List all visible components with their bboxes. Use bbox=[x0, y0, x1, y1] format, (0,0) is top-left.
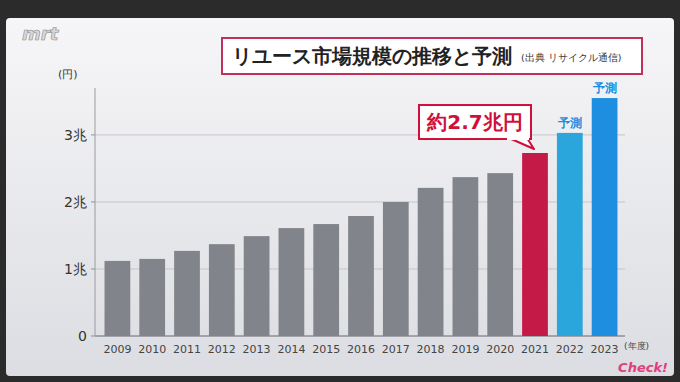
bar bbox=[383, 202, 409, 336]
logo: mrt bbox=[22, 23, 60, 44]
bar bbox=[313, 224, 339, 336]
bar bbox=[418, 188, 444, 336]
tick-mark bbox=[91, 134, 95, 135]
bar bbox=[348, 216, 374, 336]
tick-mark bbox=[91, 201, 95, 202]
bar bbox=[279, 228, 305, 336]
x-tick-label: 2021 bbox=[521, 343, 549, 356]
bar bbox=[209, 244, 235, 336]
x-tick-label: 2014 bbox=[277, 343, 305, 356]
x-tick-label: 2011 bbox=[173, 343, 201, 356]
chart: mrt リユース市場規模の推移と予測 (出典 リサイクル通信) 0 1兆 2兆 3兆 (円) 2… bbox=[0, 0, 680, 382]
x-tick-label: 2013 bbox=[243, 343, 271, 356]
tick-label: 1兆 bbox=[64, 261, 87, 277]
bar bbox=[557, 133, 583, 336]
annotation: 約2.7兆円 bbox=[426, 110, 522, 134]
tick-mark bbox=[91, 268, 95, 269]
bar bbox=[522, 153, 548, 336]
callout-join bbox=[507, 137, 529, 140]
bar bbox=[453, 177, 479, 336]
x-tick-label: 2019 bbox=[451, 343, 479, 356]
annotation: 予測 bbox=[557, 116, 582, 130]
source: (出典 リサイクル通信) bbox=[521, 52, 621, 63]
x-tick-label: 2010 bbox=[138, 343, 166, 356]
tick-label: 2兆 bbox=[64, 194, 87, 210]
x-tick-label: 2009 bbox=[103, 343, 131, 356]
grid-line bbox=[95, 134, 625, 135]
x-tick-label: 2017 bbox=[382, 343, 410, 356]
bar bbox=[244, 236, 270, 336]
background bbox=[0, 0, 680, 382]
y-axis-label: (円) bbox=[58, 68, 78, 81]
x-tick-label: 2020 bbox=[486, 343, 514, 356]
x-tick-label: 2018 bbox=[417, 343, 445, 356]
title-box bbox=[222, 38, 642, 74]
bar bbox=[592, 98, 618, 336]
panel bbox=[6, 18, 674, 376]
x-tick-label: 2022 bbox=[556, 343, 584, 356]
bar bbox=[105, 261, 131, 336]
callout-box bbox=[419, 105, 531, 139]
bar bbox=[487, 173, 513, 336]
bars bbox=[105, 98, 618, 336]
bar bbox=[174, 251, 200, 336]
bar bbox=[139, 259, 165, 336]
tick-mark bbox=[91, 336, 95, 337]
x-tick-label: 2023 bbox=[591, 343, 619, 356]
logo: Check! bbox=[618, 360, 668, 375]
x-axis-label: (年度) bbox=[624, 341, 649, 351]
x-tick-label: 2015 bbox=[312, 343, 340, 356]
tick-label: 0 bbox=[78, 328, 87, 344]
x-tick-label: 2012 bbox=[208, 343, 236, 356]
tick-label: 3兆 bbox=[64, 127, 87, 143]
title: リユース市場規模の推移と予測 bbox=[232, 44, 512, 68]
x-tick-label: 2016 bbox=[347, 343, 375, 356]
annotation: 予測 bbox=[592, 81, 617, 95]
y-axis bbox=[95, 88, 96, 336]
